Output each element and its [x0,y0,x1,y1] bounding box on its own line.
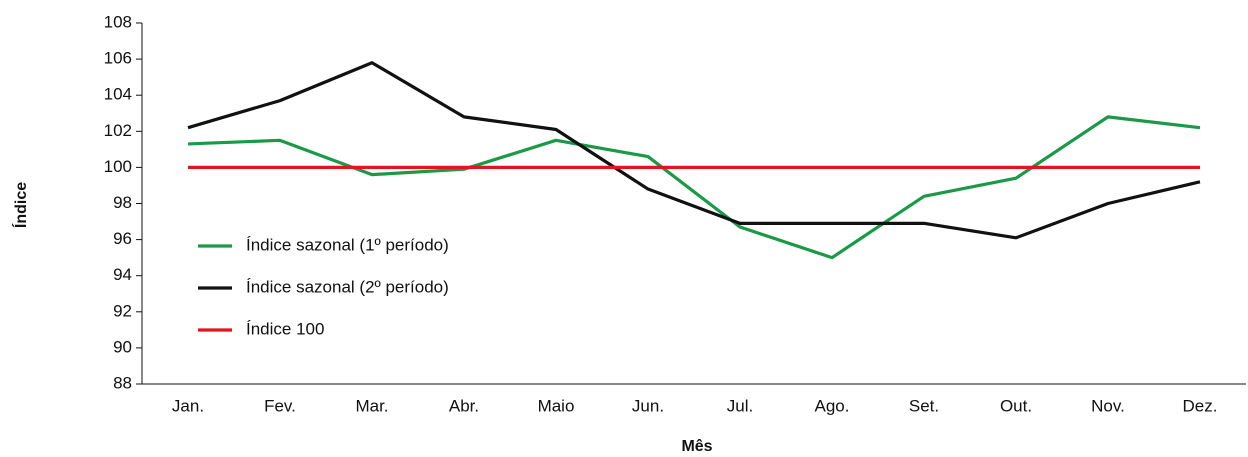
x-tick-label: Maio [538,396,575,415]
x-tick-label: Dez. [1183,396,1218,415]
y-tick-label: 104 [104,85,132,104]
y-tick-label: 106 [104,49,132,68]
y-tick-label: 94 [113,265,132,284]
x-tick-label: Jul. [727,396,753,415]
legend-label: Índice 100 [246,319,324,338]
x-tick-label: Mar. [355,396,388,415]
y-tick-label: 92 [113,301,132,320]
x-tick-label: Abr. [449,396,479,415]
x-tick-label: Jun. [632,396,664,415]
x-tick-label: Jan. [172,396,204,415]
legend-label: Índice sazonal (1º período) [246,235,449,254]
x-axis-label: Mês [681,438,712,455]
y-axis-label: Índice [11,182,30,228]
y-tick-label: 100 [104,157,132,176]
y-tick-label: 90 [113,337,132,356]
x-tick-label: Fev. [264,396,296,415]
series-line [187,61,1201,240]
y-tick-label: 88 [113,373,132,392]
x-tick-label: Set. [909,396,939,415]
x-tick-label: Nov. [1091,396,1125,415]
y-tick-label: 96 [113,229,132,248]
legend-label: Índice sazonal (2º período) [246,277,449,296]
x-tick-label: Out. [1000,396,1032,415]
y-tick-label: 108 [104,12,132,31]
y-tick-label: 98 [113,193,132,212]
x-tick-label: Ago. [815,396,850,415]
y-tick-label: 102 [104,121,132,140]
